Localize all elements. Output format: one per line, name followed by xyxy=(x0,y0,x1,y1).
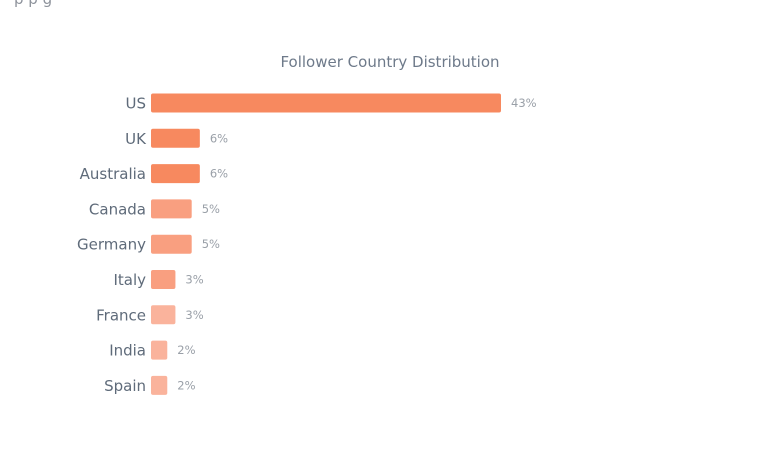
bar[interactable] xyxy=(151,93,501,113)
bar[interactable] xyxy=(151,234,192,254)
value-label: 5% xyxy=(202,237,220,251)
bar[interactable] xyxy=(151,164,200,184)
bar[interactable] xyxy=(151,128,200,148)
value-label: 6% xyxy=(210,131,228,145)
category-label: Canada xyxy=(89,200,146,218)
bar[interactable] xyxy=(151,270,176,289)
category-label: Italy xyxy=(113,271,146,289)
category-label: India xyxy=(109,342,146,360)
bar[interactable] xyxy=(151,305,176,325)
bar[interactable] xyxy=(151,199,192,219)
value-label: 2% xyxy=(177,343,195,357)
category-label: France xyxy=(96,306,146,324)
category-label: Australia xyxy=(80,165,146,183)
value-label: 5% xyxy=(202,202,220,216)
cutoff-heading: p p g xyxy=(14,0,184,8)
category-label: UK xyxy=(125,130,147,148)
value-label: 3% xyxy=(185,273,203,287)
value-label: 3% xyxy=(185,308,203,322)
chart-title: Follower Country Distribution xyxy=(280,53,500,71)
value-label: 6% xyxy=(210,167,228,181)
value-label: 2% xyxy=(177,378,195,392)
value-label: 43% xyxy=(511,96,537,110)
category-label: US xyxy=(125,95,146,113)
bar[interactable] xyxy=(151,375,168,395)
category-label: Germany xyxy=(77,236,146,254)
category-label: Spain xyxy=(104,377,146,395)
bar[interactable] xyxy=(151,340,168,360)
